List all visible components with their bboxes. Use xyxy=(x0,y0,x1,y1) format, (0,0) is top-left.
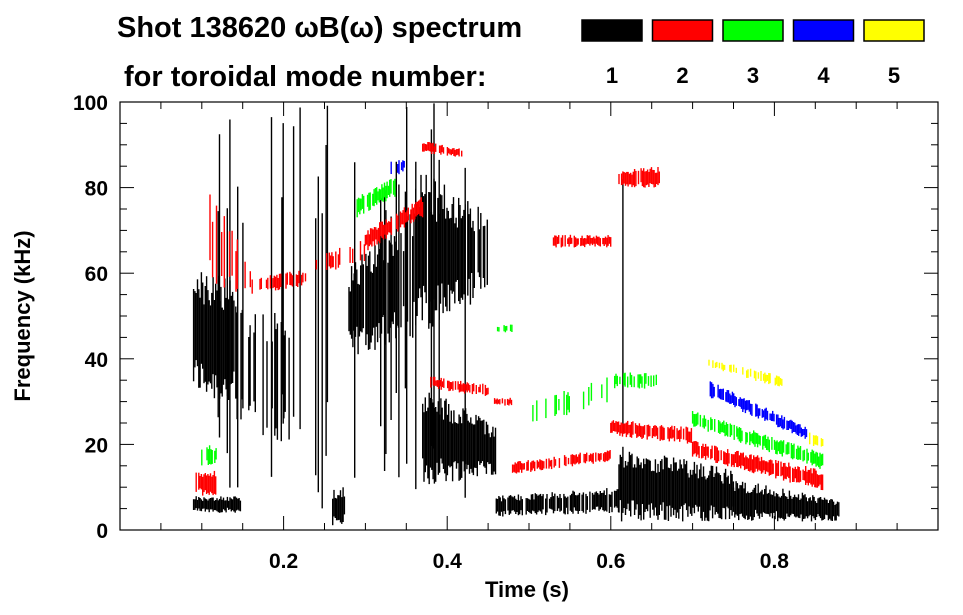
legend-swatch-4 xyxy=(792,19,855,42)
y-tick-label: 20 xyxy=(85,434,108,457)
series-n=1 xyxy=(192,103,840,526)
spectrum-marks xyxy=(192,103,840,526)
series-n=4 xyxy=(390,160,808,439)
series-n=3 xyxy=(201,178,824,469)
y-axis-label: Frequency (kHz) xyxy=(10,230,35,401)
y-tick-label: 80 xyxy=(85,178,108,201)
x-tick-label: 0.2 xyxy=(269,550,298,573)
x-axis-label: Time (s) xyxy=(485,577,569,602)
y-tick-label: 40 xyxy=(85,349,108,372)
y-tick-label: 100 xyxy=(73,92,108,115)
legend-label-4: 4 xyxy=(817,63,830,88)
legend-label-2: 2 xyxy=(676,63,688,88)
x-tick-label: 0.4 xyxy=(433,550,463,573)
x-tick-label: 0.8 xyxy=(760,550,790,573)
series-n=5 xyxy=(708,359,824,447)
x-tick-label: 0.6 xyxy=(596,550,625,573)
y-tick-label: 0 xyxy=(96,520,108,543)
legend-swatch-1 xyxy=(581,19,643,42)
axes: 0.2 0.4 0.6 0.8 0 20 40 60 80 100 xyxy=(73,92,939,573)
legend-label-5: 5 xyxy=(888,63,900,88)
legend-swatch-3 xyxy=(722,19,784,42)
legend-label-1: 1 xyxy=(606,63,618,88)
legend-swatch-5 xyxy=(863,19,925,42)
legend-label-3: 3 xyxy=(747,63,759,88)
y-tick-label: 60 xyxy=(85,263,108,286)
legend-swatch-2 xyxy=(651,19,714,42)
chart-title: Shot 138620 ωB(ω) spectrum xyxy=(117,12,522,44)
series-n=2 xyxy=(195,142,824,496)
chart-subtitle: for toroidal mode number: xyxy=(124,61,487,93)
legend: 1 2 3 4 5 xyxy=(581,19,925,88)
